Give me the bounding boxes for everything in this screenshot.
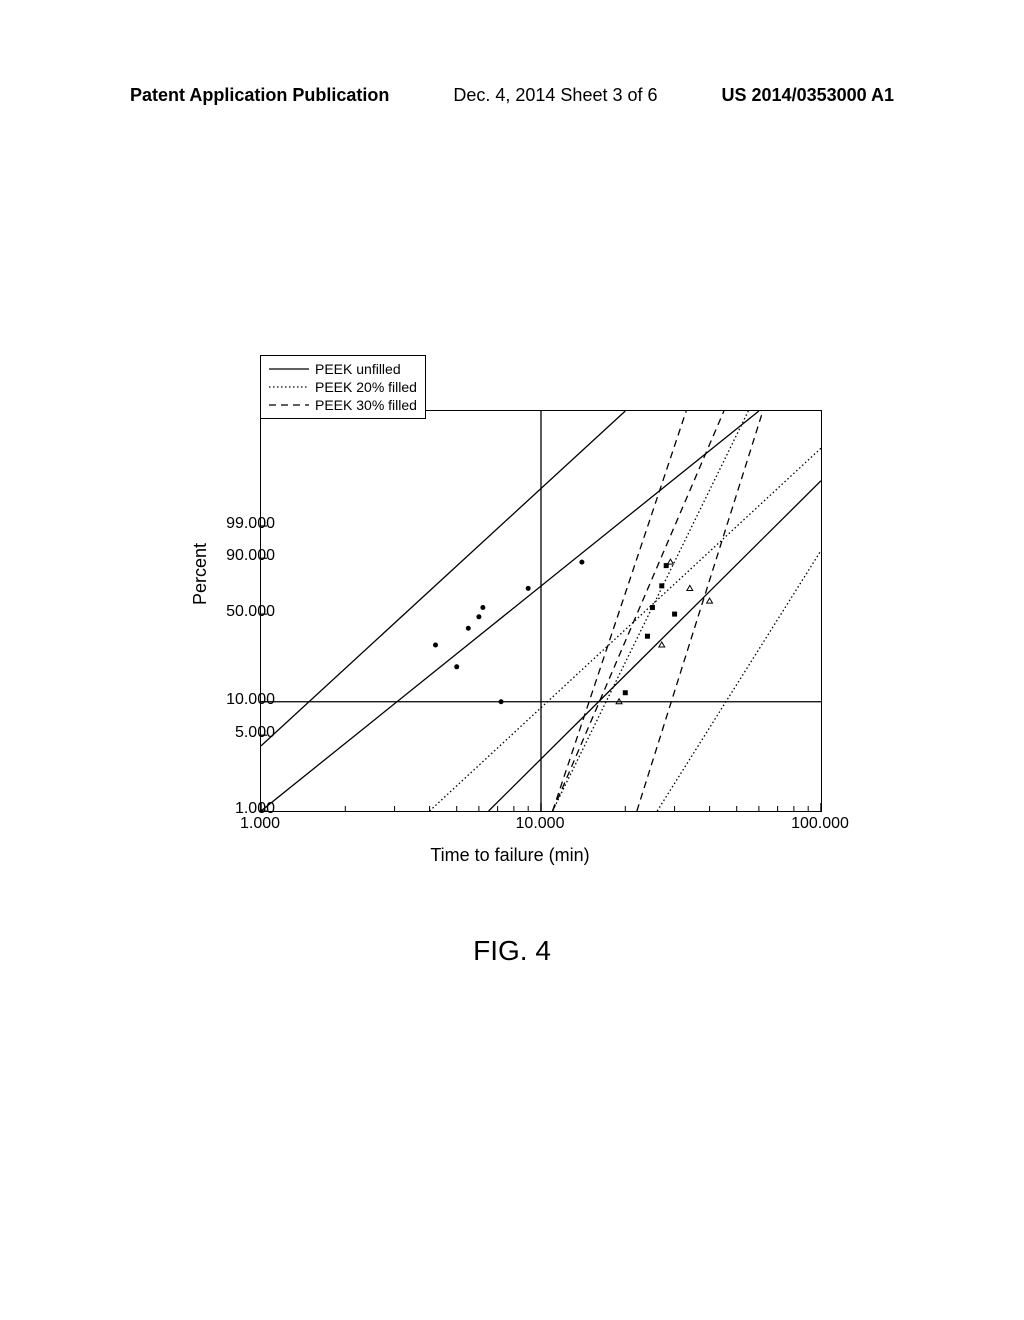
series-line-unfilled-fit — [261, 411, 759, 811]
data-point — [672, 612, 677, 617]
x-tick-label: 10.000 — [516, 815, 565, 833]
x-tick-label: 1.000 — [240, 815, 280, 833]
data-point — [433, 642, 438, 647]
legend-row: PEEK 30% filled — [269, 396, 417, 414]
figure-caption: FIG. 4 — [0, 935, 1024, 967]
y-tick-label: 50.000 — [226, 603, 275, 621]
legend-line-solid — [269, 362, 309, 376]
y-tick-label: 5.000 — [235, 724, 275, 742]
data-point — [480, 605, 485, 610]
data-point — [659, 642, 665, 647]
y-tick-label: 99.000 — [226, 515, 275, 533]
data-point — [476, 614, 481, 619]
y-tick-label: 90.000 — [226, 547, 275, 565]
data-point — [650, 605, 655, 610]
data-point — [579, 560, 584, 565]
series-line-filled20-fit — [430, 448, 821, 811]
data-point — [707, 598, 713, 603]
header-left: Patent Application Publication — [130, 85, 389, 106]
data-point — [454, 664, 459, 669]
legend-label: PEEK 30% filled — [315, 397, 417, 413]
series-line-filled20-lo — [553, 411, 749, 811]
data-point — [664, 563, 669, 568]
legend-line-dashed — [269, 398, 309, 412]
data-point — [687, 585, 693, 590]
y-tick-label: 10.000 — [226, 691, 275, 709]
data-point — [466, 626, 471, 631]
series-line-filled30-hi — [637, 411, 763, 811]
plot-area — [260, 410, 822, 812]
y-axis-label: Percent — [190, 543, 211, 605]
legend-row: PEEK unfilled — [269, 360, 417, 378]
header-right: US 2014/0353000 A1 — [722, 85, 894, 106]
legend-label: PEEK unfilled — [315, 361, 401, 377]
series-line-unfilled-lo — [261, 411, 625, 746]
series-line-filled30-fit — [553, 411, 724, 811]
x-tick-label: 100.000 — [791, 815, 849, 833]
data-point — [623, 690, 628, 695]
chart-container: PEEK unfilled PEEK 20% filled PEEK 30% fil… — [170, 345, 850, 885]
data-point — [499, 699, 504, 704]
legend-row: PEEK 20% filled — [269, 378, 417, 396]
legend: PEEK unfilled PEEK 20% filled PEEK 30% fil… — [260, 355, 426, 419]
series-line-unfilled-hi — [489, 481, 821, 811]
series-line-filled20-hi — [657, 551, 821, 811]
chart-svg — [261, 411, 821, 811]
header-center: Dec. 4, 2014 Sheet 3 of 6 — [453, 85, 657, 106]
x-axis-label: Time to failure (min) — [170, 845, 850, 866]
series-line-filled30-lo — [553, 411, 687, 811]
data-point — [526, 586, 531, 591]
data-point — [659, 583, 664, 588]
legend-line-dotted — [269, 380, 309, 394]
page-header: Patent Application Publication Dec. 4, 2… — [0, 85, 1024, 106]
legend-label: PEEK 20% filled — [315, 379, 417, 395]
data-point — [645, 634, 650, 639]
